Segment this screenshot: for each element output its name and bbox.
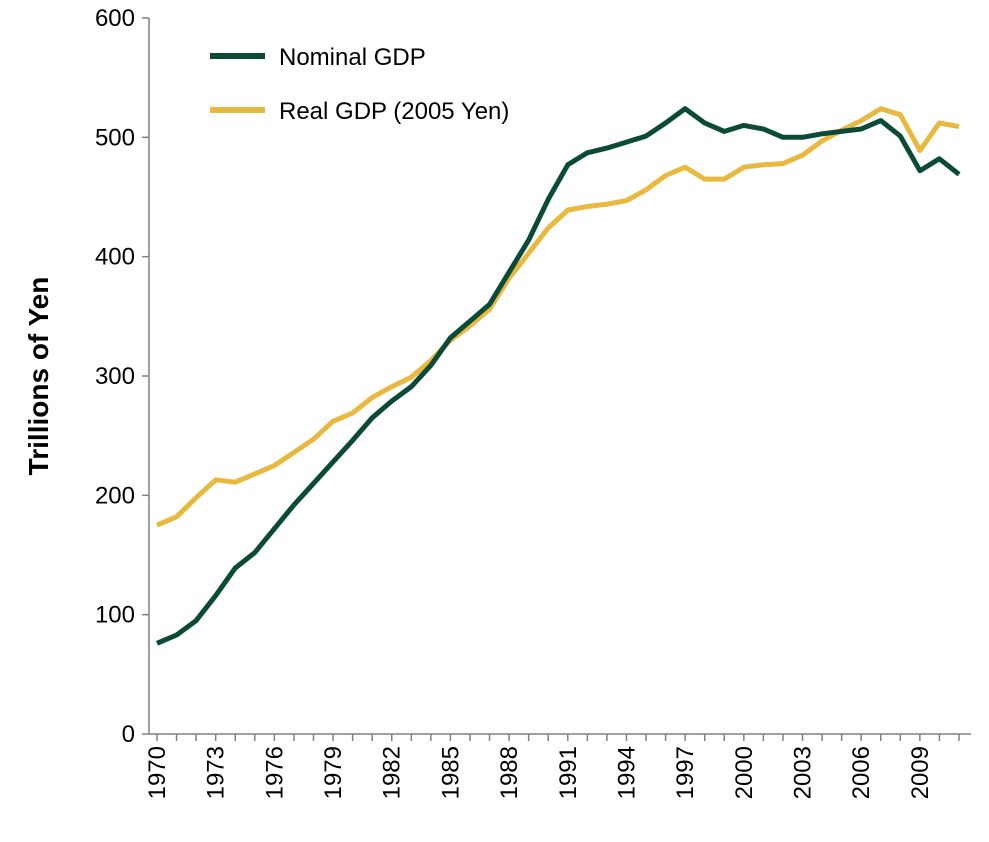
x-tick-label: 2003	[790, 746, 817, 799]
legend-label: Nominal GDP	[279, 44, 426, 71]
x-tick-label: 1979	[320, 746, 347, 799]
x-ticks: 1970 1973 1976 1979 1982 1985 1988 1991 1994 1997…	[144, 734, 960, 799]
x-tick-label: 1976	[261, 746, 288, 799]
series-line-1	[156, 106, 960, 528]
x-tick-label: 1982	[379, 746, 406, 799]
y-ticks: 0 100 200 300 400 500 600	[95, 5, 149, 748]
y-tick-label: 200	[95, 482, 135, 509]
y-axis-title: Trillions of Yen	[23, 277, 54, 476]
legend: Nominal GDP Real GDP (2005 Yen)	[210, 44, 509, 125]
x-tick-label: 1988	[496, 746, 523, 799]
x-tick-label: 2006	[848, 746, 875, 799]
series-line-0	[156, 106, 961, 646]
legend-label: Real GDP (2005 Yen)	[279, 98, 509, 125]
y-tick-label: 300	[95, 363, 135, 390]
x-tick-label: 1991	[555, 746, 582, 799]
x-tick-label: 1985	[437, 746, 464, 799]
y-tick-label: 0	[122, 721, 135, 748]
y-tick-label: 100	[95, 602, 135, 629]
y-tick-label: 500	[95, 124, 135, 151]
y-tick-label: 400	[95, 244, 135, 271]
x-tick-label: 1994	[613, 746, 640, 799]
x-tick-label: 1973	[203, 746, 230, 799]
x-tick-label: 1970	[144, 746, 171, 799]
x-tick-label: 2009	[907, 746, 934, 799]
series-layer	[156, 106, 961, 646]
y-tick-label: 600	[95, 5, 135, 32]
x-tick-label: 1997	[672, 746, 699, 799]
x-tick-label: 2000	[731, 746, 758, 799]
